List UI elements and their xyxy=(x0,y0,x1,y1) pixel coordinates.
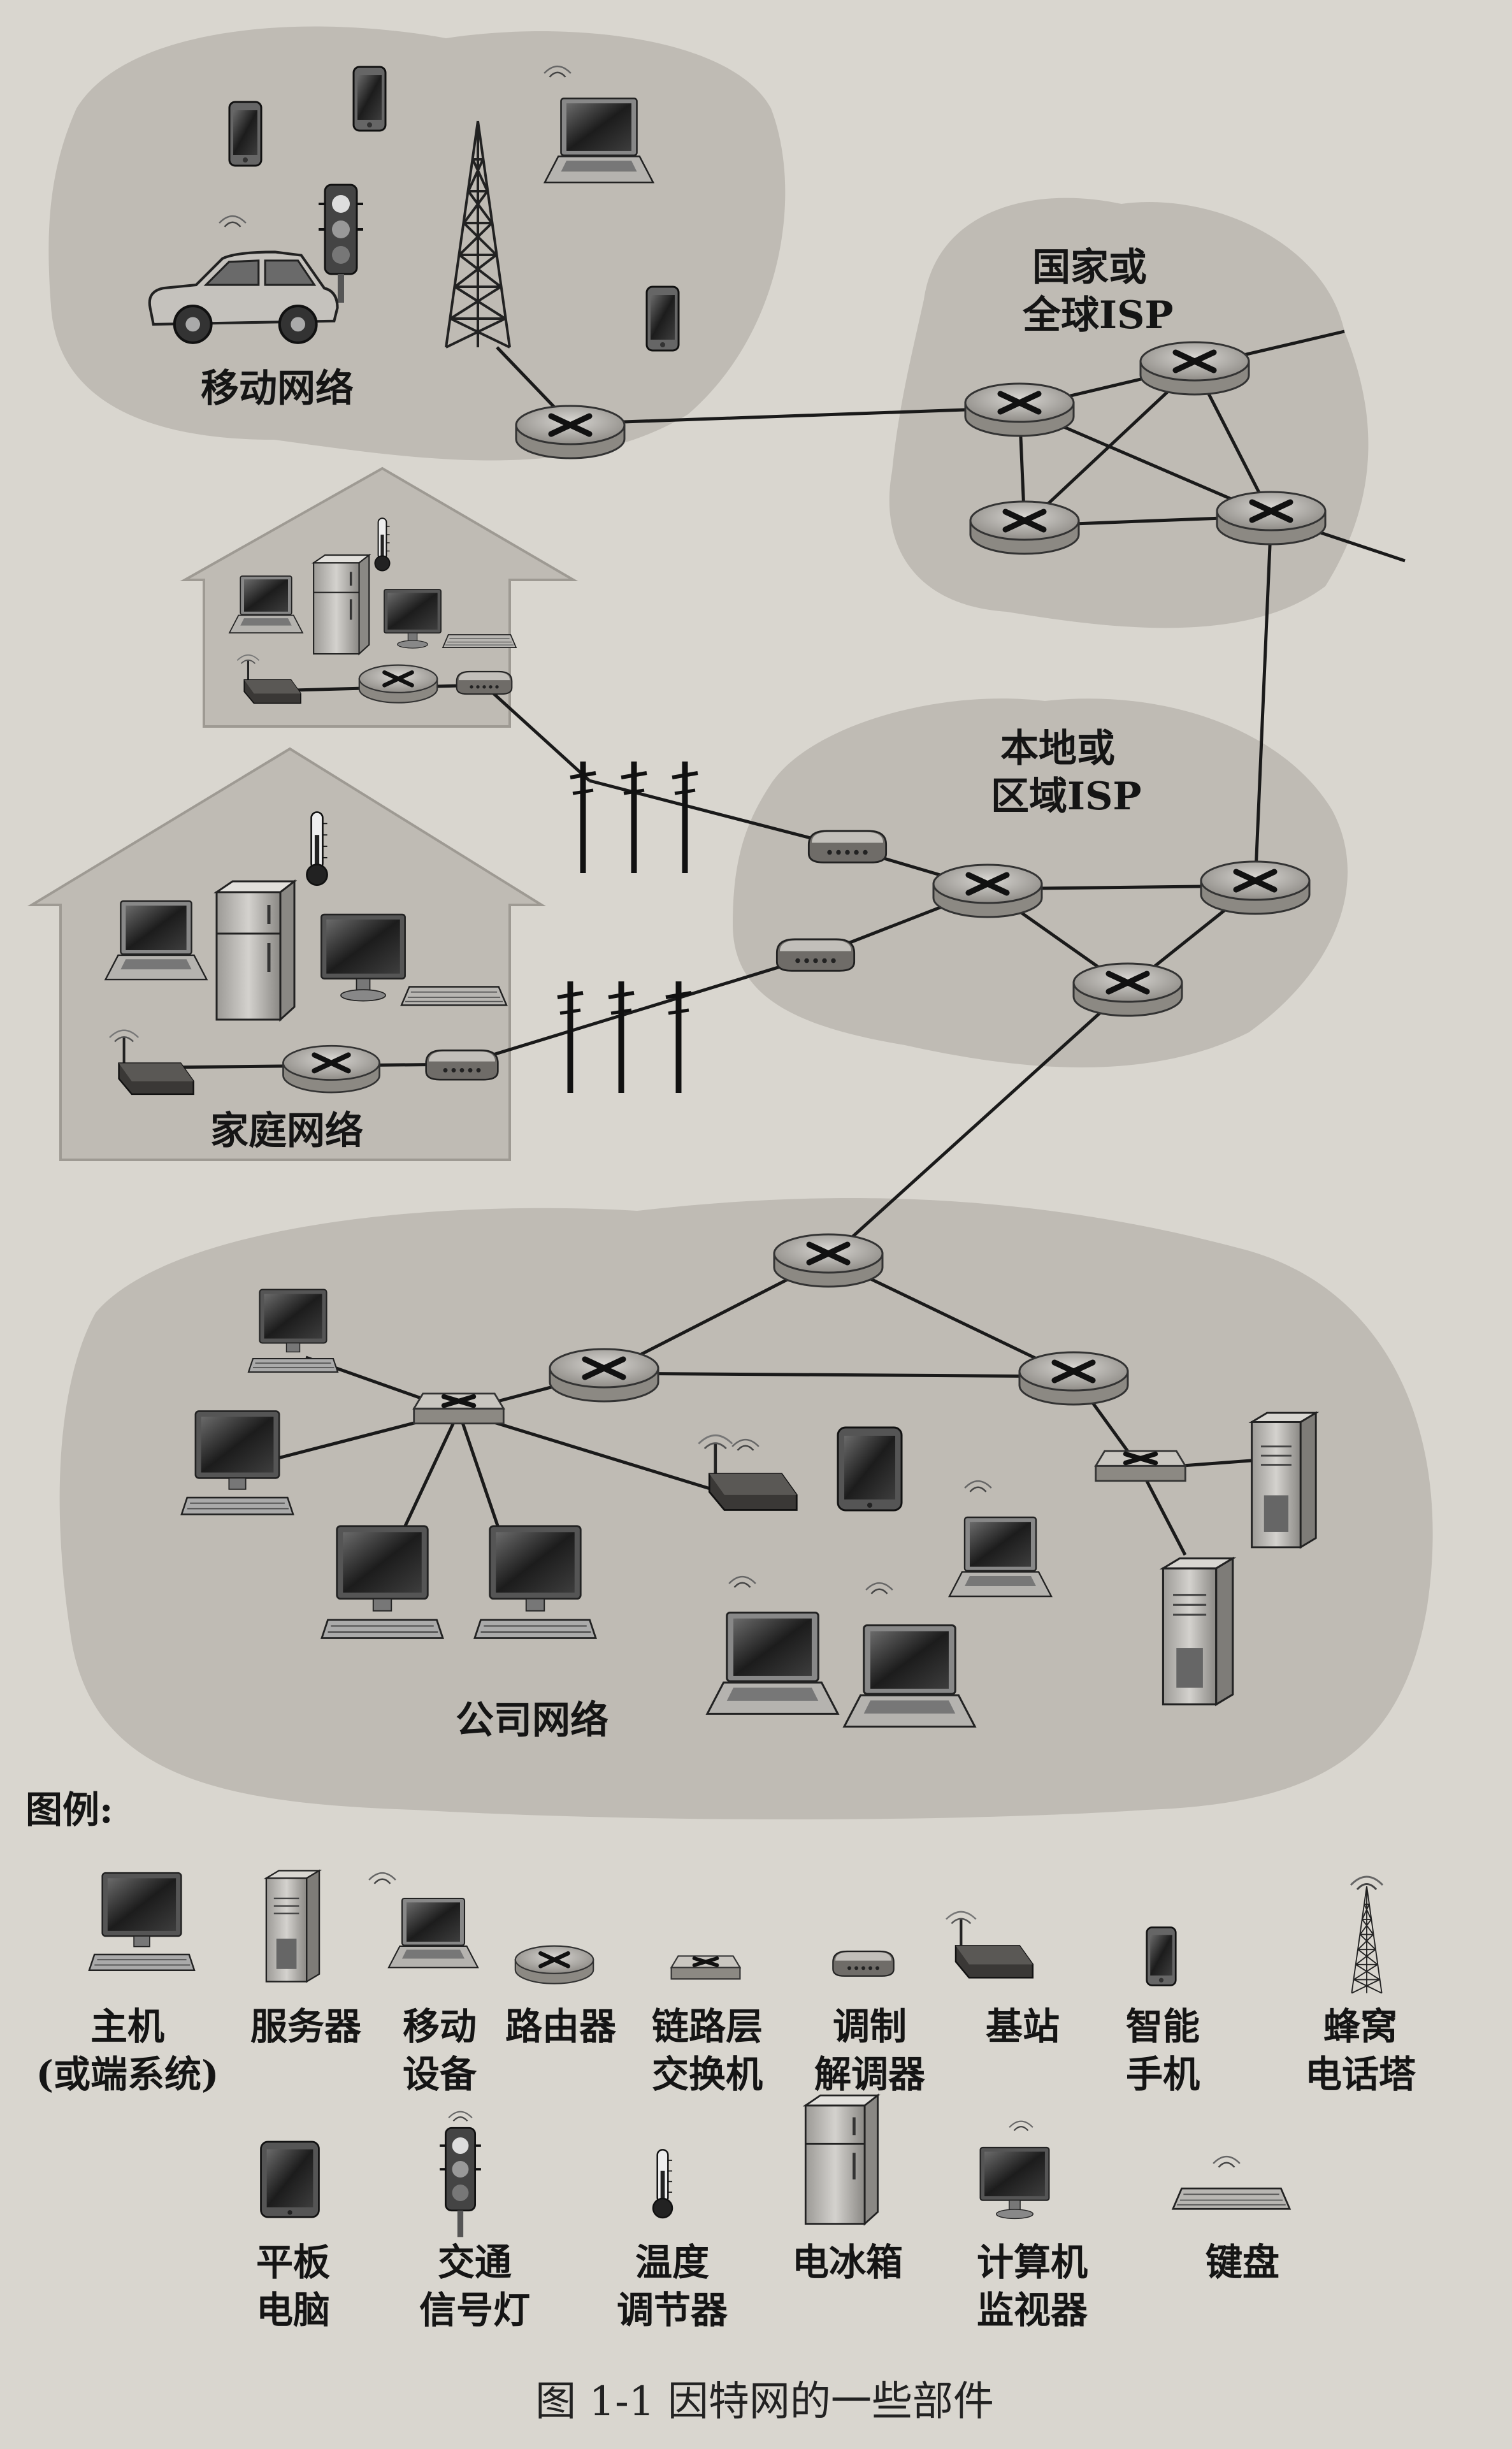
legend-mobile-line1: 移动 xyxy=(403,2005,477,2048)
legend: 图例: 主机 (或端系统) 服务器 移 xyxy=(25,1788,1416,2332)
server-icon xyxy=(265,1870,320,1983)
legend-thermostat-line2: 调节器 xyxy=(617,2288,728,2332)
host-icon xyxy=(247,1289,339,1373)
modem-isp-2 xyxy=(775,938,856,972)
legend-mobile-line2: 设备 xyxy=(403,2053,477,2096)
host-icon xyxy=(180,1410,294,1515)
host-icon xyxy=(320,1525,444,1639)
legend-monitor-line2: 监视器 xyxy=(977,2288,1088,2332)
router-local-3 xyxy=(1074,964,1182,1016)
laptop-icon xyxy=(706,1611,839,1715)
router-icon xyxy=(515,1946,593,1984)
keyboard-icon xyxy=(1172,2187,1291,2210)
legend-keyboard: 键盘 xyxy=(1206,2241,1279,2284)
legend-switch-line2: 交换机 xyxy=(652,2053,763,2096)
base-station-icon xyxy=(946,1912,1033,1977)
router-enterprise-left xyxy=(550,1349,658,1401)
legend-host-line1: 主机 xyxy=(90,2005,164,2048)
host-icon xyxy=(88,1872,196,1971)
traffic-light-icon xyxy=(438,2127,482,2239)
legend-smartphone-line2: 手机 xyxy=(1126,2053,1200,2096)
legend-thermostat-line1: 温度 xyxy=(635,2241,709,2284)
router-home-upper xyxy=(359,665,437,703)
keyboard-icon xyxy=(442,634,517,648)
switch-icon xyxy=(672,1956,740,1979)
modem-home-upper xyxy=(456,670,513,695)
tablet-icon xyxy=(260,2141,320,2218)
fridge-icon xyxy=(805,2095,877,2224)
smartphone-icon xyxy=(645,285,680,352)
utility-poles xyxy=(558,762,698,1093)
router-home-lower xyxy=(283,1046,379,1092)
legend-title: 图例: xyxy=(25,1788,113,1831)
laptop-icon xyxy=(843,1624,976,1728)
host-icon xyxy=(473,1525,597,1639)
server-icon xyxy=(1251,1412,1317,1549)
laptop-icon xyxy=(229,575,303,634)
laptop-icon xyxy=(948,1516,1053,1598)
legend-fridge: 电冰箱 xyxy=(792,2241,903,2284)
server-icon xyxy=(1162,1557,1234,1706)
switch-enterprise-right xyxy=(1096,1451,1186,1481)
local-isp-label-line1: 本地或 xyxy=(1000,726,1115,771)
fridge-icon xyxy=(217,881,294,1020)
smartphone-icon xyxy=(1146,1926,1177,1986)
legend-basestation: 基站 xyxy=(986,2005,1060,2048)
switch-enterprise-left xyxy=(414,1394,504,1424)
router-national-4 xyxy=(1217,492,1325,544)
legend-traffic-line2: 信号灯 xyxy=(419,2288,530,2332)
modem-icon xyxy=(832,1950,895,1977)
router-enterprise-right xyxy=(1019,1352,1128,1405)
legend-host-line2: (或端系统) xyxy=(36,2053,219,2096)
fridge-icon xyxy=(312,554,371,655)
legend-smartphone-line1: 智能 xyxy=(1126,2005,1200,2048)
router-national-3 xyxy=(970,502,1079,554)
legend-labels: 主机 (或端系统) 服务器 移动 设备 路由器 链路层 交换机 调制 解调器 基… xyxy=(36,2005,1416,2332)
national-isp-label-line1: 国家或 xyxy=(1032,245,1147,290)
smartphone-icon xyxy=(352,66,387,132)
enterprise-network-label: 公司网络 xyxy=(456,1698,608,1743)
legend-tower-line1: 蜂窝 xyxy=(1323,2005,1397,2048)
legend-tablet-line1: 平板 xyxy=(256,2241,330,2284)
router-enterprise-top xyxy=(774,1234,882,1287)
legend-switch-line1: 链路层 xyxy=(652,2005,763,2048)
router-local-1 xyxy=(933,865,1042,917)
tablet-icon xyxy=(837,1426,903,1512)
router-national-1 xyxy=(965,384,1074,436)
figure-caption: 图 1-1 因特网的一些部件 xyxy=(535,2378,994,2425)
cell-tower-icon xyxy=(1351,1886,1383,1994)
thermostat-icon xyxy=(652,2148,673,2219)
region-labels: 移动网络 国家或 全球ISP 本地或 区域ISP 家庭网络 公司网络 xyxy=(201,245,1174,1743)
laptop-icon xyxy=(104,900,208,981)
router-mobile xyxy=(516,406,624,458)
home-network-upper-house xyxy=(180,466,579,728)
modem-home-lower xyxy=(425,1049,499,1081)
national-isp-label-line2: 全球ISP xyxy=(1022,293,1174,338)
smartphone-icon xyxy=(228,101,263,167)
router-local-2 xyxy=(1201,862,1309,914)
keyboard-icon xyxy=(400,986,508,1006)
router-national-2 xyxy=(1141,342,1249,394)
legend-traffic-line1: 交通 xyxy=(438,2241,512,2284)
legend-modem-line1: 调制 xyxy=(833,2005,907,2048)
laptop-icon xyxy=(544,98,654,184)
legend-tower-line2: 电话塔 xyxy=(1305,2053,1416,2096)
legend-modem-line2: 解调器 xyxy=(814,2053,926,2096)
modem-isp-1 xyxy=(807,830,888,863)
mobile-device-icon xyxy=(387,1897,479,1969)
legend-tablet-line2: 电脑 xyxy=(256,2288,330,2332)
legend-server: 服务器 xyxy=(250,2005,362,2048)
monitor-icon xyxy=(979,2146,1050,2220)
legend-router: 路由器 xyxy=(505,2005,617,2048)
legend-monitor-line1: 计算机 xyxy=(977,2241,1088,2284)
home-network-label: 家庭网络 xyxy=(210,1109,363,1153)
mobile-network-region xyxy=(48,26,786,461)
mobile-network-label: 移动网络 xyxy=(201,366,354,411)
local-isp-label-line2: 区域ISP xyxy=(991,774,1142,819)
